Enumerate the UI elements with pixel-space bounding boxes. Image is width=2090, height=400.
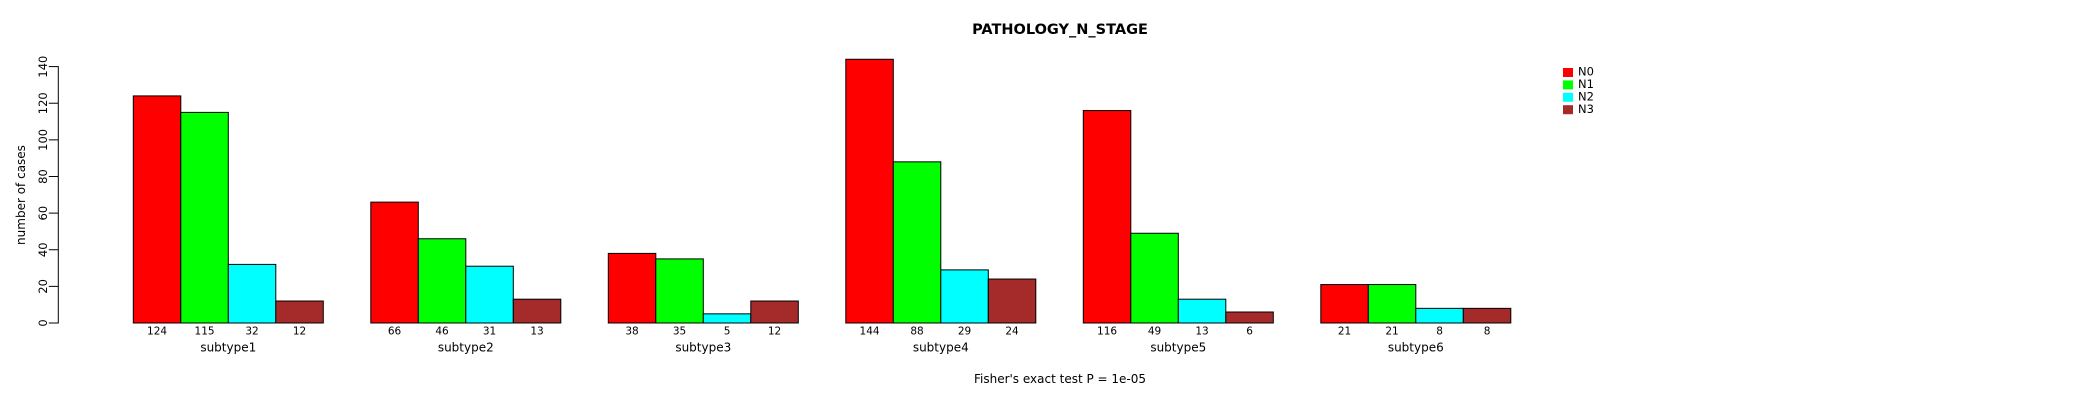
y-axis-label: number of cases: [14, 145, 28, 245]
bar-subtype6-N1: [1367, 284, 1417, 324]
bar-subtype3-N3: [750, 300, 799, 324]
bar-subtype5-N3: [1225, 311, 1274, 324]
bar-subtype1-N0: [132, 95, 182, 324]
y-tick-label: 80: [36, 169, 50, 184]
bar-subtype4-N1: [892, 161, 942, 324]
bar-value-subtype4-N0: 144: [860, 326, 880, 338]
bar-value-subtype3-N0: 38: [625, 326, 638, 338]
legend-swatch-n1: [1563, 80, 1573, 90]
bar-groups: 124 115 32 12 66 46 31 13 38 35 5 12 144 88 29 24 116 49 1…: [132, 58, 1512, 338]
legend-label-n3: N3: [1578, 102, 1594, 116]
bar-subtype2-N2: [465, 265, 514, 324]
bar-value-subtype5-N3: 6: [1246, 326, 1253, 338]
category-label-subtype2: subtype2: [438, 341, 494, 355]
legend-label-n2: N2: [1578, 89, 1594, 103]
bar-value-subtype5-N2: 13: [1195, 326, 1208, 338]
y-tick-label: 100: [36, 129, 50, 151]
bar-subtype1-N3: [275, 300, 324, 324]
legend-swatch-n3: [1563, 105, 1573, 115]
y-tick-label: 20: [36, 279, 50, 294]
chart-title: PATHOLOGY_N_STAGE: [972, 22, 1148, 38]
bar-subtype4-N0: [845, 58, 894, 324]
y-axis: 0 20 40 60 80 100 120 140: [36, 56, 59, 327]
bar-subtype6-N3: [1462, 307, 1512, 324]
bar-value-subtype2-N0: 66: [388, 326, 402, 338]
bar-value-subtype2-N2: 31: [483, 326, 496, 338]
bar-subtype2-N3: [512, 298, 562, 324]
bar-value-subtype1-N0: 124: [147, 326, 167, 338]
bar-value-subtype5-N1: 49: [1148, 326, 1161, 338]
bar-value-subtype5-N0: 116: [1097, 326, 1117, 338]
y-tick-label: 40: [36, 242, 50, 257]
bar-value-subtype3-N2: 5: [724, 326, 731, 338]
bar-subtype2-N1: [417, 238, 467, 324]
bar-value-subtype4-N2: 29: [958, 326, 971, 338]
category-label-subtype5: subtype5: [1150, 341, 1206, 355]
legend-label-n0: N0: [1578, 65, 1594, 79]
legend-swatch-n2: [1563, 92, 1573, 102]
bar-value-subtype3-N3: 12: [768, 326, 781, 338]
bar-value-subtype4-N3: 24: [1005, 326, 1019, 338]
bar-value-subtype3-N1: 35: [673, 326, 686, 338]
legend-item-n0: N0: [1563, 65, 1594, 79]
bar-value-subtype6-N0: 21: [1338, 326, 1351, 338]
bar-subtype3-N1: [655, 258, 704, 324]
bar-value-subtype4-N1: 88: [910, 326, 923, 338]
bar-value-subtype6-N1: 21: [1385, 326, 1398, 338]
bar-value-subtype1-N2: 32: [245, 326, 258, 338]
category-label-subtype3: subtype3: [675, 341, 731, 355]
bar-value-subtype2-N3: 13: [530, 326, 543, 338]
legend-item-n1: N1: [1563, 77, 1594, 91]
category-labels: subtype1 subtype2 subtype3 subtype4 subtype5…: [200, 341, 1443, 355]
bar-value-subtype6-N3: 8: [1484, 326, 1491, 338]
legend-swatch-n0: [1563, 68, 1573, 77]
fisher-test-annotation: Fisher's exact test P = 1e-05: [974, 372, 1146, 386]
y-tick-label: 140: [36, 56, 50, 78]
bar-subtype2-N0: [370, 201, 419, 324]
category-label-subtype6: subtype6: [1388, 341, 1444, 355]
legend: N0 N1 N2 N3: [1563, 65, 1594, 116]
bar-subtype3-N2: [702, 313, 752, 324]
bar-subtype1-N1: [180, 111, 229, 324]
bar-subtype5-N2: [1177, 298, 1227, 324]
legend-item-n2: N2: [1563, 89, 1594, 103]
bar-subtype5-N0: [1082, 110, 1132, 324]
y-tick-label: 60: [36, 206, 50, 221]
bar-subtype1-N2: [227, 263, 277, 324]
bar-value-subtype6-N2: 8: [1436, 326, 1443, 338]
bar-subtype5-N1: [1130, 232, 1179, 324]
category-label-subtype1: subtype1: [200, 341, 256, 355]
bar-subtype6-N2: [1415, 307, 1464, 324]
bar-subtype4-N2: [940, 269, 989, 324]
bar-subtype4-N3: [987, 278, 1037, 324]
y-tick-label: 0: [36, 319, 50, 326]
bar-subtype3-N0: [607, 252, 657, 324]
legend-label-n1: N1: [1578, 77, 1594, 91]
bar-value-subtype1-N1: 115: [195, 326, 215, 338]
legend-item-n3: N3: [1563, 102, 1594, 116]
category-label-subtype4: subtype4: [913, 341, 969, 355]
bar-value-subtype1-N3: 12: [293, 326, 306, 338]
bar-subtype6-N0: [1320, 284, 1369, 324]
y-tick-label: 120: [36, 92, 50, 114]
bar-value-subtype2-N1: 46: [435, 326, 449, 338]
